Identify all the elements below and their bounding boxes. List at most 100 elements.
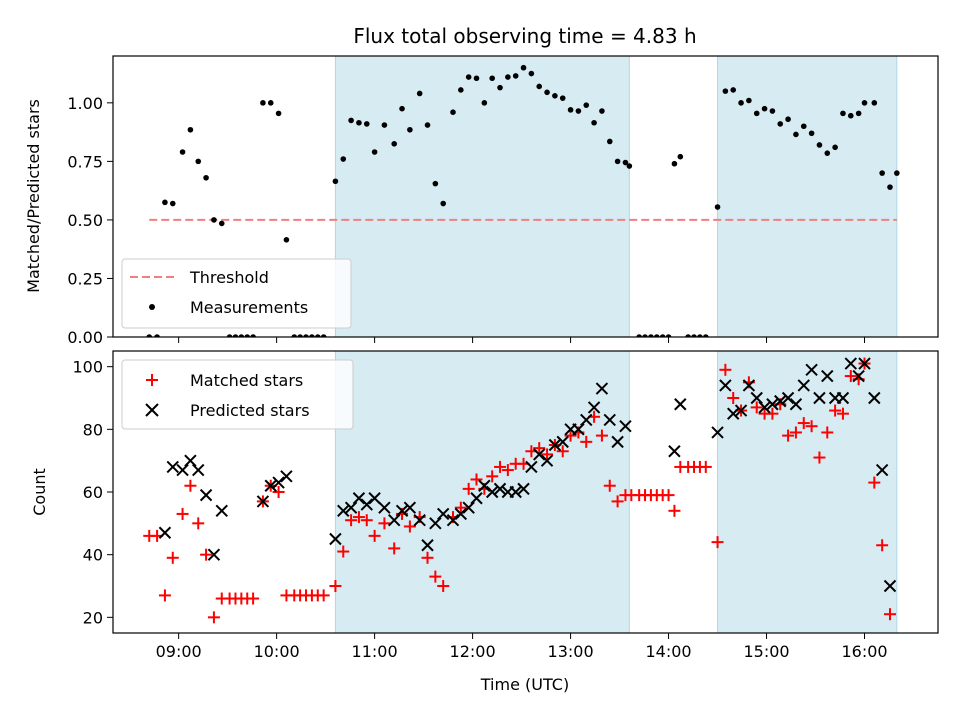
ratio-plot-frame — [112, 55, 939, 338]
measurement-point — [320, 334, 327, 337]
legend-measurements-label: Measurements — [190, 298, 308, 317]
matched-star-point — [437, 580, 450, 592]
measurement-point — [497, 84, 503, 91]
measurement-point — [642, 334, 648, 337]
predicted-star-point — [836, 391, 850, 405]
measurement-point — [887, 184, 893, 190]
measurement-point — [218, 220, 225, 227]
predicted-star-point — [781, 391, 795, 405]
measurement-point — [785, 116, 791, 123]
ratio-y-axis-label: Matched/Predicted stars — [24, 99, 43, 293]
shaded-intervals — [334, 350, 898, 634]
x-tick-label: 15:00 — [743, 642, 789, 661]
predicted-star-point — [378, 501, 391, 514]
predicted-star-point — [329, 532, 342, 546]
matched-star-point — [580, 435, 593, 448]
measurement-point — [407, 126, 413, 133]
measurement-point — [260, 100, 266, 106]
measurement-point — [283, 237, 290, 243]
matched-star-point — [662, 489, 675, 502]
predicted-star-point — [727, 407, 740, 420]
x-tick-label: 14:00 — [645, 642, 691, 661]
predicted-star-point — [421, 539, 434, 552]
predicted-star-point — [264, 479, 277, 492]
legend-threshold-label: Threshold — [189, 268, 269, 287]
measurement-point — [348, 117, 354, 124]
shaded-intervals — [334, 55, 898, 338]
measurement-point — [179, 149, 186, 155]
predicted-star-point — [595, 382, 609, 395]
predicted-star-point — [766, 398, 779, 411]
measurement-point — [275, 110, 282, 117]
matched-star-point — [868, 476, 881, 489]
measurement-point — [685, 334, 691, 337]
matched-star-point — [329, 580, 342, 592]
measurement-point — [371, 149, 378, 155]
y-tick-label: 0.00 — [67, 328, 103, 347]
measurement-point — [544, 89, 550, 96]
predicted-star-point — [199, 488, 213, 502]
y-tick-label: 40 — [83, 546, 103, 565]
shaded-interval-0 — [334, 55, 630, 338]
predicted-star-point — [548, 438, 562, 452]
measurement-point — [552, 93, 558, 99]
predicted-star-point — [215, 504, 228, 518]
y-tick-label: 60 — [83, 483, 103, 502]
x-tick-label: 12:00 — [450, 642, 496, 661]
measurement-point — [399, 105, 405, 112]
measurement-point — [636, 334, 642, 337]
matched-star-point — [360, 514, 373, 527]
measurement-point — [575, 108, 582, 114]
predicted-star-point — [719, 379, 732, 392]
measurement-point — [769, 108, 776, 114]
ratio-legend: Threshold Measurements — [121, 258, 352, 329]
measurement-point — [291, 334, 298, 337]
measurement-point — [267, 100, 274, 106]
predicted-star-point — [711, 426, 724, 439]
chart-title: Flux total observing time = 4.83 h — [353, 24, 696, 48]
measurement-point — [691, 334, 697, 337]
measurement-point — [559, 95, 566, 101]
count-legend-frame — [121, 359, 354, 430]
measurement-point — [567, 107, 574, 113]
count-y-axis-label: Count — [30, 468, 49, 516]
ratio-x-ticks — [178, 337, 866, 343]
predicted-star-point — [256, 495, 270, 508]
measurement-point — [244, 334, 251, 337]
measurement-point — [832, 144, 838, 151]
measurement-point — [332, 178, 339, 185]
predicted-star-point — [611, 435, 624, 449]
matched-star-point — [766, 407, 779, 420]
measurement-point — [648, 334, 654, 337]
matched-star-point — [272, 486, 285, 498]
matched-star-point — [470, 473, 483, 486]
matched-star-point — [836, 407, 849, 420]
x-tick-label: 11:00 — [352, 642, 398, 661]
measurement-point — [730, 87, 737, 93]
count-panel: 20 40 60 80 100 09:00 10:00 11:00 12:00 13:00 14:… — [30, 350, 939, 694]
matched-star-point — [345, 514, 358, 527]
predicted-star-point — [619, 419, 632, 433]
predicted-star-point — [875, 463, 889, 477]
legend-measurements-swatch — [149, 304, 155, 310]
y-tick-label: 0.50 — [67, 211, 103, 230]
predicted-star-point — [478, 479, 491, 492]
x-tick-label: 13:00 — [548, 642, 594, 661]
predicted-star-point — [883, 579, 897, 593]
measurement-point — [761, 105, 768, 112]
predicted-star-point — [668, 445, 681, 458]
matched-star-point — [813, 451, 826, 464]
predicted-star-point — [540, 454, 554, 467]
predicted-star-point — [176, 463, 189, 477]
predicted-star-point — [852, 369, 865, 383]
measurement-point — [481, 100, 488, 106]
matched-star-point — [782, 429, 795, 442]
matched-star-point — [337, 545, 350, 558]
matched-star-point — [317, 589, 330, 602]
matched-star-point — [429, 570, 442, 583]
predicted-star-point — [368, 492, 381, 505]
predicted-star-point — [805, 363, 818, 377]
predicted-star-point — [192, 463, 205, 477]
measurement-point — [520, 64, 527, 71]
predicted-star-point — [674, 398, 687, 411]
